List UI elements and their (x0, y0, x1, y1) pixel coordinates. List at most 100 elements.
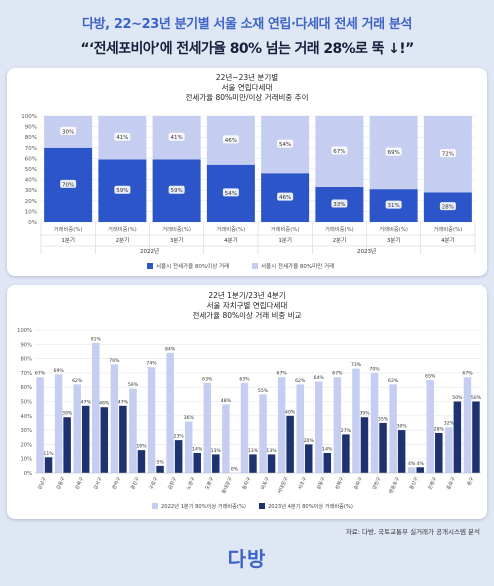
district-label: 노원구 (185, 475, 197, 490)
district-label: 동대문구 (220, 475, 234, 494)
data-label-2022-q1: 4% (408, 461, 416, 467)
y-tick-label: 50% (25, 167, 37, 173)
bar-2022-q1 (445, 427, 453, 473)
data-label-80-over: 59% (171, 188, 183, 194)
data-label-2022-q1: 65% (425, 374, 436, 380)
y-tick-label: 10% (20, 457, 32, 463)
legend-label-80-over: 서울시 전세가율 80%이상 거래 (156, 262, 229, 270)
data-label-2022-q1: 67% (332, 371, 343, 377)
y-tick-label: 90% (25, 125, 37, 131)
y-tick-label: 0% (24, 471, 32, 477)
y-tick-label: 60% (20, 385, 32, 391)
data-label-bg (439, 149, 456, 158)
data-label-2022-q1: 84% (165, 346, 176, 352)
bar-2023-q4 (416, 467, 424, 473)
bar-2023-q4 (44, 457, 53, 473)
category-sublabel: 거래비중(%) (379, 225, 408, 233)
y-tick-label: 50% (20, 400, 32, 406)
district-label: 관악구 (110, 475, 122, 490)
chart1-title-line3: 전세가율 80%미만/이상 거래비중 추이 (185, 93, 309, 102)
data-label-2022-q1: 62% (388, 378, 399, 384)
category-sublabel: 거래비중(%) (162, 225, 191, 233)
y-tick-label: 100% (17, 328, 32, 334)
bar-2022-q1 (407, 467, 416, 473)
bar-2023-q4 (137, 450, 146, 473)
quarterly-chart-card: 22년~23년 분기별 서울 연립다세대 전세가율 80%미만/이상 거래비중 … (7, 68, 487, 276)
category-label: 4분기 (224, 236, 238, 244)
district-label: 동작구 (241, 475, 253, 490)
data-label-2023-q4: 35% (378, 416, 389, 422)
district-label: 강동구 (55, 475, 67, 490)
data-label-2022-q1: 74% (146, 361, 157, 367)
y-tick-label: 20% (20, 442, 32, 448)
data-label-80-over: 70% (62, 182, 74, 188)
data-label-80-under: 54% (279, 142, 291, 148)
bar-2022-q1 (333, 377, 342, 473)
data-label-bg (222, 135, 239, 144)
y-tick-label: 70% (20, 371, 32, 377)
district-bar-chart: 0% 10% 20% 30% 40% 50% 60% 70% 80% 90% 100% 67% 11% 강… (17, 328, 482, 510)
legend-swatch-80-over (147, 263, 153, 269)
data-label-2022-q1: 36% (184, 415, 195, 421)
chart1-title-line2: 서울 연립다세대 (221, 83, 273, 92)
data-label-80-under: 30% (62, 129, 74, 135)
data-label-bg (114, 185, 131, 194)
bar-2022-q1 (36, 377, 44, 473)
bar-2023-q4 (379, 422, 387, 473)
category-label: 1분기 (61, 236, 75, 244)
data-label-2023-q4: 13% (211, 448, 222, 454)
bar-2023-q4 (397, 430, 406, 473)
data-label-bg (385, 200, 402, 209)
category-label: 2분기 (116, 236, 130, 244)
category-sublabel: 거래비중(%) (108, 225, 137, 233)
bar-2022-q1 (129, 388, 137, 473)
y-tick-label: 80% (25, 135, 37, 141)
bar-2023-q4 (453, 401, 462, 473)
data-label-bg (331, 146, 348, 155)
chart2-title-line1: 22년 1분기/23년 4분기 (208, 291, 286, 300)
data-label-2023-q4: 4% (417, 461, 425, 467)
bar-2023-q4 (212, 454, 220, 473)
district-label: 강서구 (92, 475, 104, 490)
data-label-2023-q4: 13% (266, 448, 277, 454)
district-label: 은평구 (426, 475, 438, 490)
bar-2022-q1 (166, 352, 174, 473)
district-label: 도봉구 (204, 476, 215, 491)
bar-2023-q4 (63, 417, 71, 473)
data-label-2022-q1: 48% (221, 398, 232, 404)
chart2-title-line3: 전세가율 80%이상 거래 비중 비교 (192, 311, 302, 320)
data-label-2023-q4: 50% (452, 395, 463, 401)
category-label: 4분기 (441, 236, 455, 244)
data-label-80-over: 28% (442, 205, 454, 211)
bar-2023-q4 (360, 417, 369, 473)
y-tick-label: 10% (25, 209, 37, 215)
data-label-bg (114, 132, 131, 141)
data-label-2023-q4: 47% (118, 399, 129, 405)
data-label-2023-q4: 14% (192, 446, 203, 452)
data-label-bg (168, 132, 185, 141)
data-label-2023-q4: 28% (434, 426, 445, 432)
y-tick-label: 20% (25, 199, 37, 205)
bar-2022-q1 (277, 377, 286, 473)
bar-2022-q1 (222, 404, 230, 473)
district-label: 서대문구 (276, 475, 290, 494)
bar-2022-q1 (73, 384, 81, 473)
data-label-80-under: 41% (116, 135, 128, 141)
year-label-2022: 2022년 (140, 247, 159, 255)
bar-2022-q1 (184, 421, 193, 473)
bar-2022-q1 (259, 394, 267, 473)
bar-2022-q1 (203, 382, 212, 473)
district-label: 성북구 (333, 475, 345, 490)
bar-2022-q1 (463, 377, 472, 473)
data-label-2023-q4: 20% (304, 438, 315, 444)
data-label-2023-q4: 16% (136, 444, 147, 450)
data-label-2023-q4: 30% (397, 424, 408, 430)
category-label: 3분기 (170, 236, 184, 244)
bar-2022-q1 (315, 381, 323, 473)
category-label: 2분기 (333, 236, 347, 244)
y-tick-label: 70% (25, 146, 37, 152)
data-label-2022-q1: 73% (351, 362, 362, 368)
y-tick-label: 90% (20, 342, 32, 348)
bar-2022-q1 (426, 380, 435, 473)
bar-2023-q4 (304, 444, 313, 473)
